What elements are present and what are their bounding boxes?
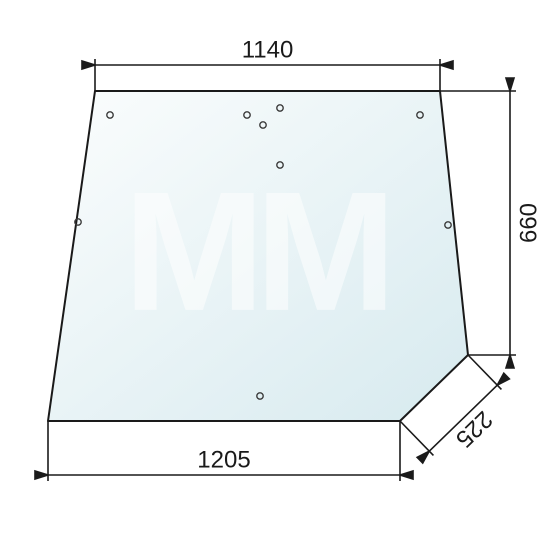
dimension-label: 1140 xyxy=(242,36,294,63)
watermark-text: MM xyxy=(123,157,386,347)
dimension-drawing: MM 1140 1205 660 225 xyxy=(0,0,550,550)
dimension-label: 1205 xyxy=(197,446,250,473)
dimension-label: 225 xyxy=(450,405,498,452)
dimension-label: 660 xyxy=(515,203,542,243)
